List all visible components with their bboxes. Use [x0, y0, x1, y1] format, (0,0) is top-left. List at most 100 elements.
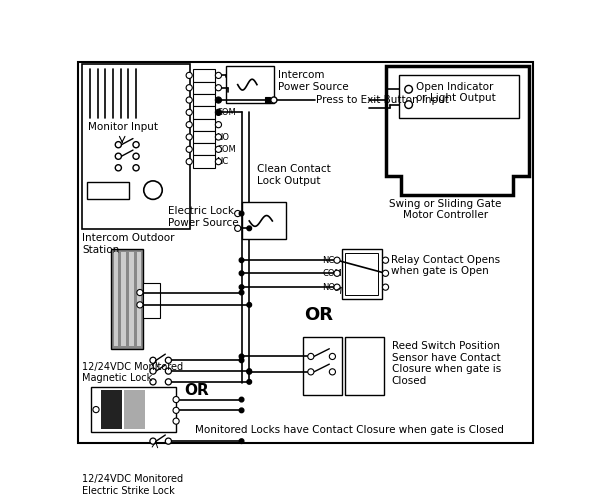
Circle shape [115, 142, 122, 148]
Circle shape [186, 72, 193, 78]
Bar [265, 97, 270, 103]
Circle shape [216, 110, 221, 114]
Bar [193, 82, 215, 94]
Circle shape [150, 449, 156, 455]
Circle shape [215, 110, 222, 116]
Text: Press to Exit Button Input: Press to Exit Button Input [316, 95, 449, 105]
Circle shape [239, 285, 244, 290]
Text: OR: OR [304, 306, 333, 324]
Text: Monitor Input: Monitor Input [88, 122, 159, 132]
Circle shape [216, 98, 221, 102]
Circle shape [235, 225, 241, 232]
Bar [303, 337, 342, 395]
Circle shape [186, 97, 193, 103]
Circle shape [239, 354, 244, 359]
Circle shape [173, 408, 179, 414]
Text: Intercom Outdoor
Station: Intercom Outdoor Station [82, 233, 175, 255]
Circle shape [186, 110, 193, 116]
Bar [342, 248, 381, 298]
Circle shape [186, 158, 193, 164]
Circle shape [239, 358, 244, 362]
Circle shape [186, 146, 193, 152]
Circle shape [165, 460, 172, 466]
Text: NO: NO [322, 282, 336, 292]
Circle shape [173, 418, 179, 424]
Circle shape [150, 460, 156, 466]
Circle shape [334, 284, 340, 290]
Circle shape [239, 439, 244, 444]
Bar [226, 66, 274, 103]
Circle shape [308, 354, 314, 360]
Circle shape [334, 257, 340, 264]
Circle shape [247, 369, 252, 374]
Circle shape [93, 406, 99, 412]
Bar [122, 252, 126, 346]
Circle shape [247, 302, 252, 307]
Circle shape [383, 257, 389, 264]
Circle shape [405, 101, 412, 108]
Circle shape [239, 398, 244, 402]
Bar [241, 202, 286, 239]
Bar [114, 252, 119, 346]
Text: Monitored Locks have Contact Closure when gate is Closed: Monitored Locks have Contact Closure whe… [195, 424, 504, 434]
Circle shape [330, 354, 336, 360]
Circle shape [215, 122, 222, 128]
Circle shape [215, 158, 222, 164]
Circle shape [150, 357, 156, 364]
Text: Electric Lock
Power Source: Electric Lock Power Source [169, 206, 239, 228]
Bar [137, 252, 141, 346]
Circle shape [247, 226, 252, 230]
Circle shape [173, 396, 179, 402]
Circle shape [133, 142, 139, 148]
Circle shape [133, 153, 139, 160]
Circle shape [235, 210, 241, 216]
Bar [399, 76, 519, 118]
Bar [111, 248, 143, 349]
Text: Reed Switch Position
Sensor have Contact
Closure when gate is
Closed: Reed Switch Position Sensor have Contact… [392, 341, 501, 386]
Bar [87, 182, 129, 198]
Circle shape [137, 290, 143, 296]
Text: Clean Contact
Lock Output: Clean Contact Lock Output [257, 164, 331, 186]
Circle shape [308, 369, 314, 375]
Circle shape [215, 97, 222, 103]
Bar [143, 284, 160, 318]
Circle shape [239, 290, 244, 295]
Bar [193, 69, 215, 82]
Text: NC: NC [322, 256, 334, 264]
Bar [193, 143, 215, 156]
Circle shape [186, 122, 193, 128]
Circle shape [165, 379, 172, 385]
Circle shape [405, 86, 412, 93]
Text: 12/24VDC Monitored
Magnetic Lock: 12/24VDC Monitored Magnetic Lock [82, 362, 184, 384]
Circle shape [239, 408, 244, 412]
Polygon shape [386, 66, 529, 194]
Circle shape [115, 164, 122, 171]
Circle shape [239, 271, 244, 276]
Bar [193, 131, 215, 143]
Circle shape [330, 369, 336, 375]
Circle shape [133, 164, 139, 171]
Circle shape [165, 357, 172, 364]
Bar [101, 390, 122, 429]
Text: Swing or Sliding Gate
Motor Controller: Swing or Sliding Gate Motor Controller [389, 198, 502, 220]
Text: COM: COM [216, 145, 236, 154]
Bar [193, 106, 215, 118]
Bar [82, 64, 190, 230]
Text: COM: COM [216, 108, 236, 117]
Text: NO: NO [216, 132, 229, 141]
Bar [193, 118, 215, 131]
Bar [91, 387, 176, 432]
Bar [129, 252, 134, 346]
Text: Relay Contact Opens
when gate is Open: Relay Contact Opens when gate is Open [391, 255, 500, 276]
Circle shape [247, 450, 252, 454]
Bar [193, 156, 215, 168]
Bar [346, 337, 384, 395]
Circle shape [239, 258, 244, 262]
Circle shape [271, 97, 277, 103]
Text: Open Indicator
or Light Output: Open Indicator or Light Output [417, 82, 496, 103]
Circle shape [165, 449, 172, 455]
Circle shape [215, 84, 222, 91]
Circle shape [165, 438, 172, 444]
Text: 12/24VDC Monitored
Electric Strike Lock: 12/24VDC Monitored Electric Strike Lock [82, 474, 184, 496]
Circle shape [137, 302, 143, 308]
